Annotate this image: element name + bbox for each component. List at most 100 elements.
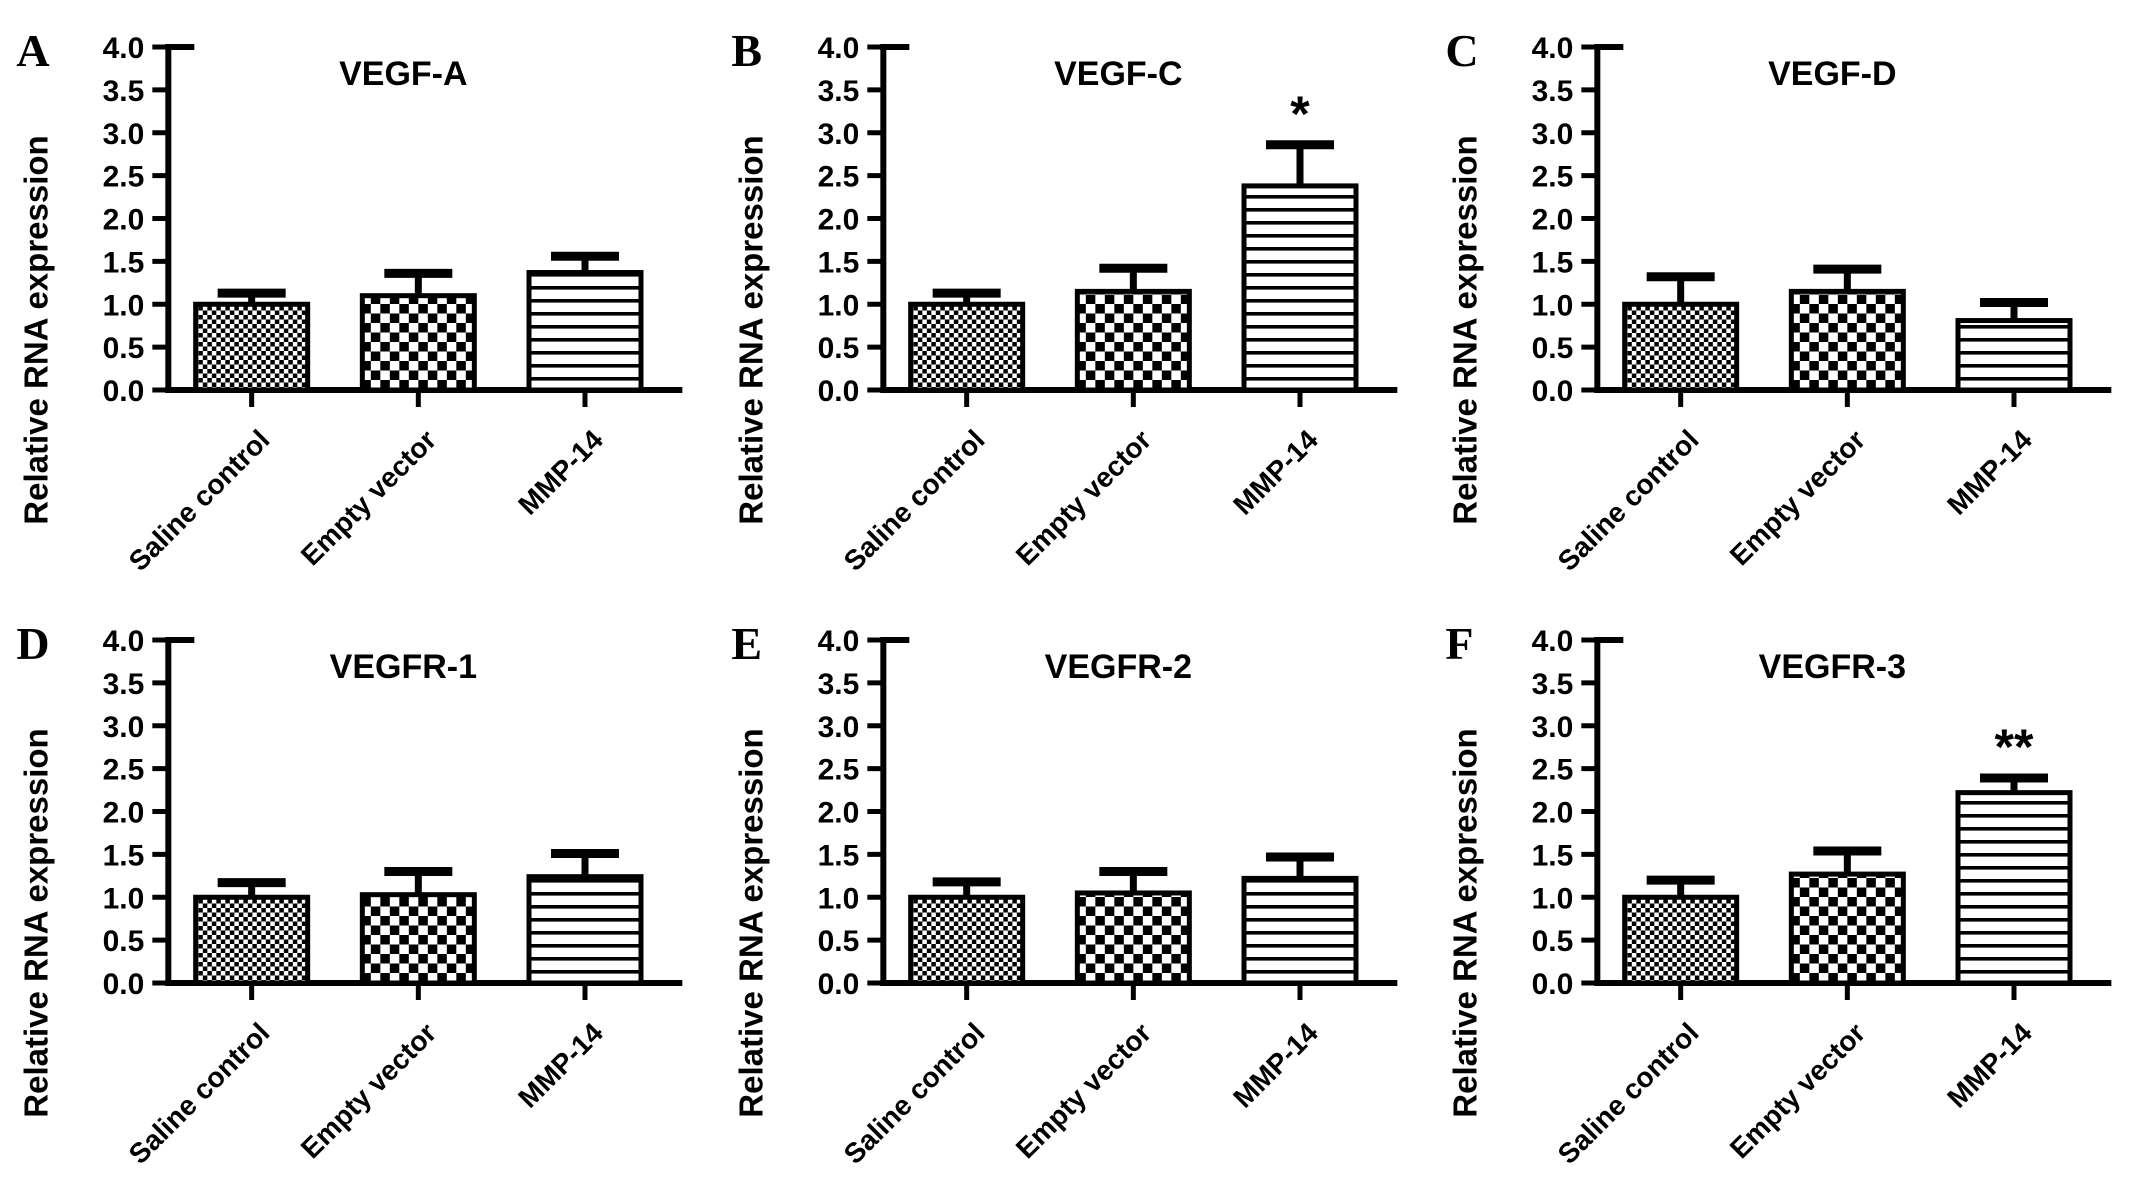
x-tick-label: Empty vector [295,424,442,571]
y-tick-label: 3.0 [1532,711,1574,744]
significance-marker: * [1290,86,1310,142]
y-tick-label: 3.5 [103,75,145,108]
chart-panel-vegf-c: B Relative RNA expression VEGF-C 0.0 0.5 1.0 1… [715,0,1430,593]
chart-title: VEGFR-2 [1044,648,1191,686]
y-tick-label: 2.0 [1532,797,1574,830]
x-tick-label: Saline control [123,424,276,577]
y-axis-label: Relative RNA expression [17,728,54,1117]
y-tick-label: 0.5 [1532,332,1574,365]
panel-label: F [1446,618,1474,669]
y-tick-label: 1.0 [103,882,145,915]
y-tick-label: 1.0 [1532,289,1574,322]
x-tick-label: Empty vector [1724,424,1871,571]
y-axis-label: Relative RNA expression [732,728,769,1117]
chart-title: VEGFR-1 [330,648,477,686]
y-tick-label: 1.5 [103,246,145,279]
chart-title: VEGF-D [1768,55,1896,93]
y-tick-label: 3.0 [1532,118,1574,151]
bar-mmp-14 [526,270,644,393]
y-tick-label: 1.5 [1532,839,1574,872]
y-tick-label: 2.5 [817,754,859,787]
chart-svg: B Relative RNA expression VEGF-C 0.0 0.5 1.0 1… [731,25,1397,577]
y-tick-label: 3.0 [817,118,859,151]
x-tick-label: MMP-14 [1942,424,2039,521]
y-tick-label: 2.0 [103,204,145,237]
x-tick-label: MMP-14 [512,424,609,521]
y-tick-label: 1.0 [1532,882,1574,915]
x-tick-label: Empty vector [1010,1017,1157,1164]
chart-title: VEGFR-3 [1759,648,1906,686]
y-tick-label: 0.5 [817,925,859,958]
x-tick-label: Saline control [837,424,990,577]
y-tick-label: 2.5 [103,161,145,194]
chart-panel-vegfr-1: D Relative RNA expression VEGFR-1 0.0 0.5 1.0… [0,593,715,1186]
y-tick-label: 3.0 [817,711,859,744]
x-tick-label: MMP-14 [1227,1017,1324,1114]
x-tick-label: MMP-14 [512,1017,609,1114]
y-tick-label: 3.5 [817,75,859,108]
chart-svg: E Relative RNA expression VEGFR-2 0.0 0.5 1.0… [731,618,1397,1170]
chart-title: VEGF-A [339,55,467,93]
bar-empty-vector [1789,288,1907,393]
y-tick-label: 4.0 [103,32,145,65]
y-tick-label: 2.0 [817,204,859,237]
y-tick-label: 0.0 [1532,968,1574,1001]
bar-mmp-14 [1955,790,2073,986]
significance-marker: ** [1995,719,2034,775]
y-axis-label: Relative RNA expression [17,135,54,524]
y-tick-label: 2.0 [103,797,145,830]
x-tick-label: Empty vector [295,1017,442,1164]
chart-panel-vegfr-3: F Relative RNA expression VEGFR-3 0.0 0.5 1.0… [1429,593,2144,1186]
y-tick-label: 4.0 [103,625,145,658]
y-tick-label: 3.0 [103,118,145,151]
x-tick-label: MMP-14 [1227,424,1324,521]
y-axis-label: Relative RNA expression [1447,728,1484,1117]
y-tick-label: 1.0 [103,289,145,322]
x-tick-label: Saline control [123,1017,276,1170]
bar-empty-vector [1789,871,1907,986]
bar-saline-control [1622,301,1740,393]
chart-panel-vegfr-2: E Relative RNA expression VEGFR-2 0.0 0.5 1.0… [715,593,1430,1186]
y-tick-label: 2.0 [1532,204,1574,237]
y-tick-label: 2.5 [1532,161,1574,194]
bar-saline-control [193,894,311,986]
x-tick-label: Saline control [837,1017,990,1170]
bar-saline-control [907,301,1025,393]
y-tick-label: 0.5 [103,925,145,958]
bar-mmp-14 [1955,318,2073,393]
y-tick-label: 3.0 [103,711,145,744]
bar-saline-control [1622,894,1740,986]
x-tick-label: MMP-14 [1942,1017,2039,1114]
panel-label: A [16,25,49,76]
bar-saline-control [193,301,311,393]
y-tick-label: 1.0 [817,289,859,322]
y-tick-label: 2.5 [817,161,859,194]
y-tick-label: 4.0 [817,32,859,65]
y-tick-label: 3.5 [1532,668,1574,701]
y-tick-label: 4.0 [1532,32,1574,65]
chart-svg: C Relative RNA expression VEGF-D 0.0 0.5 1.0 1… [1446,25,2112,577]
panel-label: C [1446,25,1479,76]
bar-empty-vector [1074,890,1192,986]
bar-mmp-14 [1241,183,1359,393]
y-tick-label: 4.0 [817,625,859,658]
chart-title: VEGF-C [1054,55,1182,93]
y-tick-label: 1.5 [1532,246,1574,279]
y-tick-label: 0.5 [103,332,145,365]
bar-mmp-14 [526,874,644,986]
panel-label: D [16,618,49,669]
y-tick-label: 1.5 [817,839,859,872]
y-tick-label: 0.5 [1532,925,1574,958]
chart-svg: F Relative RNA expression VEGFR-3 0.0 0.5 1.0… [1446,618,2112,1170]
chart-panel-vegf-d: C Relative RNA expression VEGF-D 0.0 0.5 1.0 1… [1429,0,2144,593]
y-tick-label: 0.0 [817,375,859,408]
y-tick-label: 2.5 [103,754,145,787]
y-axis-label: Relative RNA expression [1447,135,1484,524]
y-tick-label: 4.0 [1532,625,1574,658]
y-tick-label: 1.5 [817,246,859,279]
y-tick-label: 2.0 [817,797,859,830]
y-axis-label: Relative RNA expression [732,135,769,524]
y-tick-label: 2.5 [1532,754,1574,787]
chart-svg: A Relative RNA expression VEGF-A 0.0 0.5 1.0 1… [16,25,683,577]
